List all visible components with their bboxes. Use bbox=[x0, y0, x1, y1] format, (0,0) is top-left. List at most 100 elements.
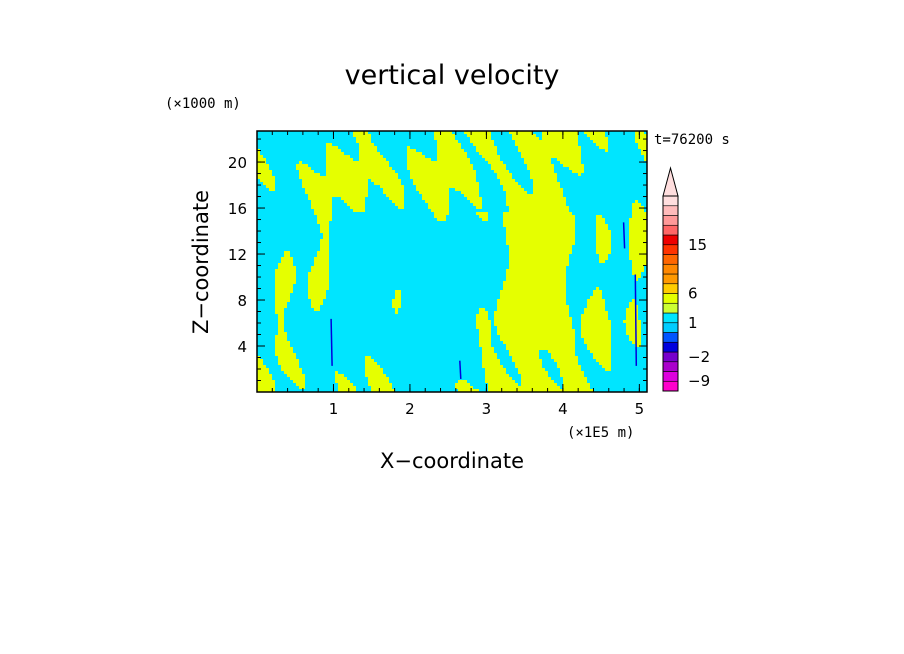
field-cell bbox=[644, 155, 647, 158]
field-cell bbox=[275, 278, 296, 281]
field-cell bbox=[416, 185, 479, 188]
field-cell bbox=[587, 299, 605, 302]
field-cell bbox=[455, 188, 479, 191]
field-cell bbox=[497, 308, 569, 311]
field-cell bbox=[563, 164, 584, 167]
field-cell bbox=[275, 308, 284, 311]
field-cell bbox=[530, 173, 557, 176]
field-cell bbox=[506, 197, 566, 200]
field-cell bbox=[521, 152, 581, 155]
field-cell bbox=[626, 332, 641, 335]
field-cell bbox=[476, 206, 482, 209]
field-cell bbox=[479, 311, 488, 314]
field-cell bbox=[497, 332, 575, 335]
field-cell bbox=[278, 320, 284, 323]
field-cell bbox=[299, 386, 305, 389]
field-cell bbox=[584, 308, 605, 311]
colorbar-frame bbox=[662, 195, 679, 392]
field-cell bbox=[371, 179, 401, 182]
field-cell bbox=[407, 164, 473, 167]
field-cell bbox=[554, 359, 578, 362]
field-cell bbox=[629, 239, 647, 242]
field-cell bbox=[353, 134, 371, 137]
field-cell bbox=[506, 275, 566, 278]
velocity-field bbox=[257, 131, 647, 392]
field-cell bbox=[485, 368, 506, 371]
field-cell bbox=[533, 185, 560, 188]
field-cell bbox=[335, 371, 338, 374]
x-axis-label: X−coordinate bbox=[380, 449, 524, 473]
field-cell bbox=[521, 383, 557, 386]
field-cell bbox=[317, 254, 329, 257]
field-cell bbox=[503, 341, 575, 344]
field-cell bbox=[275, 287, 293, 290]
field-cell bbox=[635, 278, 638, 281]
field-cell bbox=[386, 194, 404, 197]
field-cell bbox=[368, 377, 389, 380]
field-cell bbox=[281, 260, 293, 263]
field-cell bbox=[269, 188, 275, 191]
field-cell bbox=[629, 233, 647, 236]
colorbar-segment bbox=[662, 254, 679, 265]
field-cell bbox=[278, 266, 296, 269]
field-cell bbox=[275, 350, 293, 353]
field-cell bbox=[275, 311, 284, 314]
y-tick-label: 20 bbox=[228, 154, 247, 172]
field-cell bbox=[320, 230, 329, 233]
field-cell bbox=[395, 290, 401, 293]
field-cell bbox=[626, 311, 638, 314]
field-cell bbox=[521, 155, 581, 158]
field-cell bbox=[632, 212, 647, 215]
field-cell bbox=[521, 374, 548, 377]
field-cell bbox=[581, 314, 608, 317]
field-cell bbox=[509, 254, 569, 257]
downdraft-streak bbox=[330, 318, 333, 366]
field-cell bbox=[515, 362, 542, 365]
field-cell bbox=[482, 359, 500, 362]
field-cell bbox=[320, 227, 329, 230]
field-cell bbox=[626, 323, 641, 326]
y-axis-ticks: 4 8 12 16 20 bbox=[228, 138, 647, 382]
colorbar-segment bbox=[662, 234, 679, 246]
plot-frame bbox=[256, 130, 648, 393]
field-cell bbox=[512, 134, 536, 137]
field-cell bbox=[257, 170, 272, 173]
field-cell bbox=[257, 359, 263, 362]
field-cell bbox=[281, 368, 302, 371]
field-cell bbox=[542, 137, 578, 140]
field-cell bbox=[596, 233, 611, 236]
field-cell bbox=[284, 254, 290, 257]
field-cell bbox=[275, 293, 290, 296]
field-cell bbox=[281, 365, 299, 368]
field-cell bbox=[422, 194, 449, 197]
field-cell bbox=[359, 155, 383, 158]
field-cell bbox=[590, 296, 602, 299]
field-cell bbox=[257, 377, 272, 380]
field-cell bbox=[638, 143, 647, 146]
field-cell bbox=[518, 146, 581, 149]
field-cell bbox=[524, 161, 551, 164]
field-cell bbox=[356, 140, 371, 143]
field-cell bbox=[503, 218, 575, 221]
field-cell bbox=[326, 152, 344, 155]
downdraft-streak bbox=[634, 274, 638, 366]
x-tick-label: 3 bbox=[482, 400, 492, 418]
field-cell bbox=[299, 176, 398, 179]
field-cell bbox=[476, 146, 497, 149]
field-cell bbox=[560, 374, 584, 377]
field-cell bbox=[497, 305, 569, 308]
field-cell bbox=[359, 149, 377, 152]
field-cell bbox=[503, 287, 566, 290]
field-cell bbox=[500, 296, 566, 299]
field-cell bbox=[482, 362, 500, 365]
field-cell bbox=[308, 278, 329, 281]
field-cell bbox=[572, 170, 584, 173]
field-cell bbox=[434, 137, 455, 140]
field-cell bbox=[293, 380, 305, 383]
field-cell bbox=[635, 200, 638, 203]
field-cell bbox=[488, 161, 503, 164]
colorbar-segment bbox=[662, 273, 679, 285]
field-cell bbox=[275, 305, 287, 308]
field-cell bbox=[476, 149, 497, 152]
field-cell bbox=[428, 203, 449, 206]
